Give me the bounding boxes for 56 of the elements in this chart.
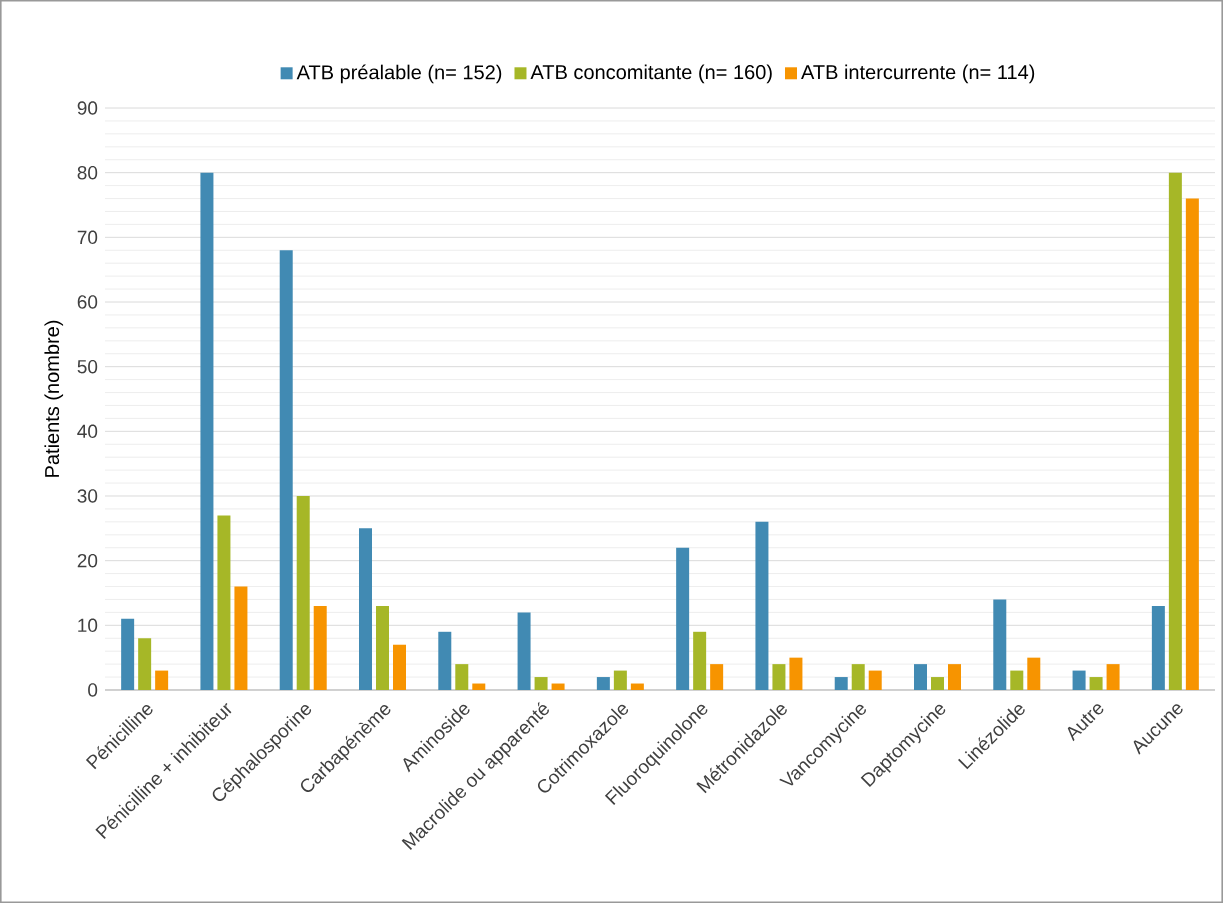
- bar: [789, 657, 803, 690]
- bar: [359, 528, 372, 690]
- bar: [534, 677, 548, 690]
- y-tick-label: 50: [77, 359, 98, 374]
- bar: [613, 670, 627, 690]
- bar: [517, 612, 531, 690]
- legend-label: ATB concomitante (n= 160): [530, 64, 772, 84]
- bar: [693, 631, 707, 690]
- bar: [472, 683, 486, 690]
- bar: [279, 250, 293, 690]
- bar: [1072, 670, 1086, 690]
- bar: [1168, 172, 1182, 690]
- bar: [455, 664, 469, 690]
- bar: [121, 618, 135, 690]
- bar: [1106, 664, 1120, 690]
- y-axis-title: Patients (nombre): [44, 320, 64, 477]
- bar: [393, 644, 407, 690]
- bar: [551, 683, 565, 690]
- bar: [1010, 670, 1024, 690]
- bar: [993, 599, 1007, 690]
- bar: [914, 664, 927, 690]
- y-tick-label: 10: [78, 618, 98, 633]
- bar: [834, 677, 848, 690]
- bar: [931, 677, 944, 690]
- y-tick-label: 20: [77, 553, 98, 568]
- y-tick-label: 80: [77, 165, 98, 180]
- y-tick-label: 70: [77, 230, 98, 245]
- y-tick-label: 60: [77, 295, 98, 309]
- legend-label: ATB préalable (n= 152): [296, 64, 502, 84]
- bar: [138, 638, 152, 690]
- bar: [772, 664, 786, 690]
- bar: [438, 631, 452, 690]
- bar: [200, 172, 214, 690]
- bar: [1027, 657, 1041, 690]
- bar: [313, 605, 327, 690]
- bar: [1089, 677, 1103, 690]
- bar: [710, 664, 724, 690]
- bar: [755, 521, 769, 690]
- bar: [1185, 198, 1199, 690]
- bar: [296, 496, 310, 690]
- bar: [948, 664, 961, 690]
- y-tick-label: 0: [88, 683, 98, 697]
- y-tick-label: 40: [77, 424, 98, 439]
- bar: [1151, 605, 1165, 690]
- bar: [217, 515, 231, 690]
- bar: [868, 670, 882, 690]
- bar: [376, 605, 390, 690]
- legend-label: ATB intercurrente (n= 114): [801, 64, 1035, 84]
- bar: [234, 586, 248, 690]
- bar: [851, 664, 865, 690]
- y-tick-label: 90: [77, 101, 98, 115]
- bar: [630, 683, 644, 690]
- y-tick-label: 30: [77, 489, 98, 503]
- bar: [596, 677, 610, 690]
- bar: [155, 670, 169, 690]
- bar: [676, 547, 690, 690]
